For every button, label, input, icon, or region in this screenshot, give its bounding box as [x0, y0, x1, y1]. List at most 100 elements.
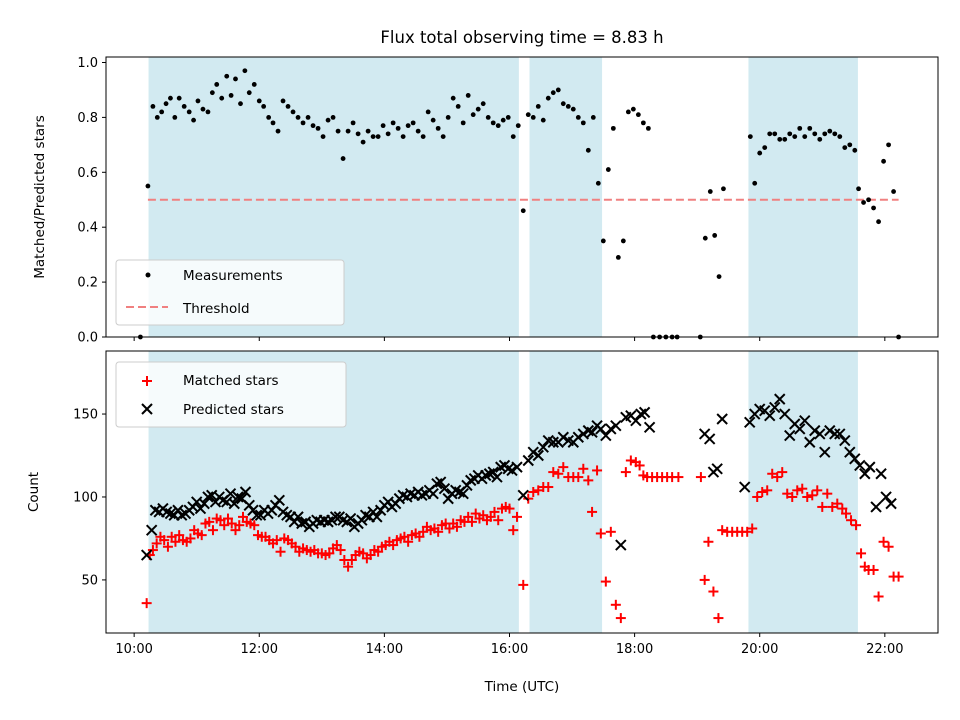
- measurement-point: [585, 147, 591, 153]
- measurement-point: [712, 233, 718, 238]
- matched-star-point: [787, 491, 798, 502]
- matched-stars-legend-label: Matched stars: [183, 373, 279, 389]
- measurement-point: [520, 208, 526, 214]
- observing-interval-1: [529, 351, 603, 633]
- predicted-star-point: [814, 428, 826, 440]
- measurement-point: [440, 134, 446, 140]
- predicted-star-point: [371, 511, 383, 523]
- matched-star-point: [610, 599, 621, 610]
- predicted-star-point: [764, 409, 776, 422]
- measurement-point: [186, 109, 192, 115]
- predicted-star-point: [292, 511, 304, 523]
- measurement-point: [876, 219, 881, 225]
- measurement-point: [570, 106, 576, 112]
- predicted-star-point: [859, 468, 871, 480]
- count-legend: Matched stars Predicted stars: [115, 361, 347, 428]
- matched-star-point: [528, 487, 539, 497]
- ratio-y-tick-label: 0.2: [77, 276, 98, 291]
- predicted-star-point: [615, 539, 627, 551]
- matched-stars-legend-marker: [142, 376, 152, 386]
- matched-star-point: [699, 574, 710, 585]
- measurement-point: [822, 131, 828, 137]
- predicted-star-point: [769, 401, 781, 414]
- matched-star-point: [600, 576, 611, 587]
- predicted-star-point: [586, 426, 598, 438]
- x-tick-label: 12:00: [241, 642, 278, 657]
- measurement-point: [565, 104, 571, 109]
- matched-star-point: [883, 541, 894, 552]
- measurement-point: [886, 142, 891, 148]
- measurement-point: [550, 90, 556, 96]
- predicted-star-point: [743, 416, 756, 429]
- chart-title: Flux total observing time = 8.83 h: [380, 28, 663, 47]
- measurement-point: [305, 114, 311, 120]
- x-tick-label: 22:00: [866, 642, 903, 657]
- measurement-point: [817, 136, 823, 142]
- measurement-point: [847, 142, 853, 148]
- predicted-star-point: [824, 424, 836, 437]
- measurement-point: [856, 186, 861, 192]
- predicted-star-point: [799, 414, 811, 427]
- matched-star-point: [343, 561, 354, 572]
- x-tick-label: 10:00: [115, 642, 152, 657]
- predicted-star-point: [703, 433, 716, 445]
- measurement-point: [159, 109, 165, 115]
- matched-star-point: [335, 545, 346, 556]
- measurement-point: [150, 104, 156, 109]
- measurement-point: [702, 235, 708, 241]
- measurement-point: [360, 139, 366, 145]
- measurement-point: [280, 98, 286, 104]
- matched-star-point: [219, 520, 230, 531]
- measurement-point: [251, 82, 257, 87]
- matched-star-point: [543, 482, 554, 493]
- measurements-legend-marker: [145, 272, 151, 278]
- measurement-point: [315, 125, 321, 131]
- predicted-star-point: [427, 487, 439, 500]
- measurement-point: [445, 114, 451, 120]
- matched-star-point: [583, 475, 594, 486]
- matched-star-point: [782, 488, 793, 499]
- measurement-point: [195, 98, 201, 104]
- predicted-star-point: [784, 429, 796, 442]
- predicted-star-point: [711, 463, 723, 475]
- measurement-point: [285, 104, 291, 109]
- measurement-point: [530, 114, 536, 120]
- measurement-point: [335, 128, 341, 134]
- predicted-star-point: [532, 449, 544, 462]
- matched-star-point: [878, 536, 889, 547]
- predicted-star-point: [804, 436, 816, 448]
- ratio-marks: [138, 68, 901, 340]
- measurement-point: [370, 134, 376, 140]
- matched-star-point: [558, 462, 569, 473]
- measurement-point: [455, 104, 461, 109]
- measurement-point: [707, 189, 713, 194]
- matched-star-point: [573, 472, 584, 483]
- measurement-point: [560, 101, 566, 107]
- predicted-star-point: [779, 408, 791, 420]
- count-y-tick-label: 150: [73, 408, 98, 423]
- matched-star-point: [162, 541, 173, 552]
- measurement-point: [191, 117, 196, 123]
- measurement-point: [380, 123, 386, 129]
- measurement-point: [275, 128, 281, 134]
- predicted-star-point: [774, 393, 786, 405]
- ratio-panel: 0.0 0.2 0.4 0.6 0.8 1.0 Flux total observing …: [32, 28, 939, 346]
- measurement-point: [205, 109, 211, 115]
- measurement-point: [757, 150, 763, 156]
- measurement-point: [270, 120, 276, 126]
- measurement-point: [645, 125, 651, 131]
- measurement-point: [325, 117, 331, 123]
- measurement-point: [610, 125, 616, 131]
- predicted-star-point: [577, 428, 590, 440]
- measurement-point: [256, 98, 262, 104]
- matched-star-point: [708, 586, 719, 597]
- count-ticks: 50 100 150 10:00 12:00 14:00 16:00 18:00 20:00 22…: [73, 408, 903, 657]
- matched-star-point: [807, 490, 818, 501]
- measurement-point: [500, 117, 506, 123]
- ratio-legend-box: [115, 259, 345, 326]
- ratio-axes-frame: [105, 56, 939, 338]
- measurement-point: [866, 197, 871, 203]
- measurement-point: [777, 136, 783, 142]
- ratio-y-tick-label: 0.6: [77, 166, 98, 181]
